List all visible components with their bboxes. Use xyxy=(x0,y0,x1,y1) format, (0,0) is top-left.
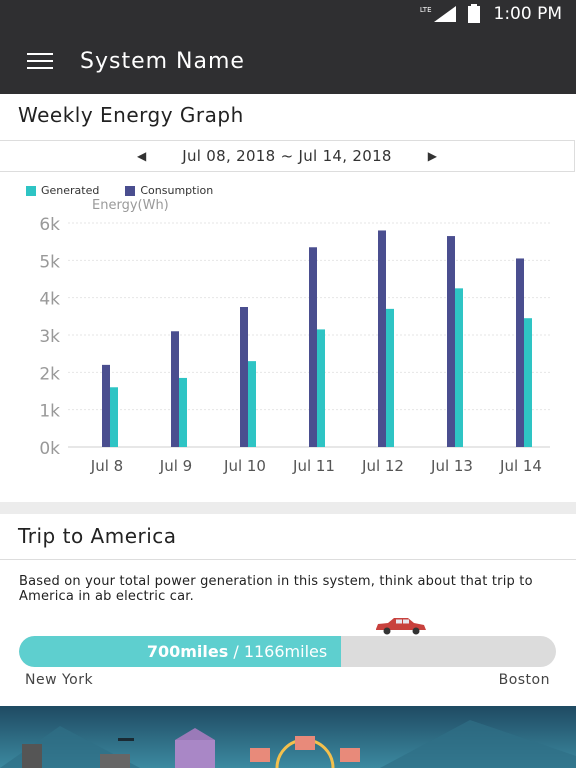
trip-description: Based on your total power generation in … xyxy=(19,574,533,604)
generated-bar xyxy=(386,308,394,447)
x-tick-label: Jul 12 xyxy=(361,457,404,475)
date-range: Jul 08, 2018 ~ Jul 14, 2018 xyxy=(182,147,392,165)
generated-bar xyxy=(455,288,463,447)
y-tick-label: 1k xyxy=(39,402,60,422)
battery-icon xyxy=(467,4,480,23)
y-tick-label: 6k xyxy=(39,215,60,235)
menu-button[interactable] xyxy=(0,28,80,94)
destination-city: Boston xyxy=(498,672,550,688)
consumption-bar xyxy=(309,247,317,447)
y-tick-label: 0k xyxy=(39,439,60,459)
generated-bar xyxy=(524,318,532,447)
progress-total: 1166miles xyxy=(243,642,328,661)
app-bar: System Name xyxy=(0,28,576,94)
x-tick-label: Jul 14 xyxy=(499,457,542,475)
legend-generated-swatch xyxy=(26,185,36,196)
clock: 1:00 PM xyxy=(493,4,563,24)
energy-bar-chart: Energy(Wh) 0k 1k 2k 3k 4k 5k 6k Jul 8 Jul 9 Jul 10… xyxy=(39,198,550,475)
app-title: System Name xyxy=(80,48,245,74)
date-navigator: ◀ Jul 08, 2018 ~ Jul 14, 2018 ▶ xyxy=(0,140,575,172)
generated-bar xyxy=(317,329,325,447)
legend-generated-label: Generated xyxy=(41,184,100,197)
car-icon xyxy=(376,618,426,635)
consumption-bar xyxy=(171,331,179,447)
x-tick-label: Jul 13 xyxy=(430,457,473,475)
x-tick-label: Jul 8 xyxy=(90,457,123,475)
progress-current: 700miles xyxy=(146,642,229,661)
card-divider xyxy=(0,502,576,514)
energy-card: Weekly Energy Graph ◀ Jul 08, 2018 ~ Jul… xyxy=(0,94,576,502)
consumption-bar xyxy=(378,230,386,447)
chart-legend: Generated Consumption xyxy=(26,184,239,197)
y-axis-label: Energy(Wh) xyxy=(92,198,169,213)
x-tick-label: Jul 9 xyxy=(159,457,192,475)
lte-label: LTE xyxy=(419,6,432,14)
hamburger-icon xyxy=(27,53,53,69)
legend-consumption-label: Consumption xyxy=(140,184,214,197)
generated-bar xyxy=(248,361,256,447)
consumption-bar xyxy=(516,258,524,447)
trip-card: Trip to America Based on your total powe… xyxy=(0,514,576,706)
y-tick-label: 3k xyxy=(39,327,60,347)
consumption-bar xyxy=(447,236,455,447)
y-tick-label: 5k xyxy=(39,252,60,272)
x-tick-label: Jul 10 xyxy=(223,457,266,475)
y-tick-label: 4k xyxy=(39,290,60,310)
trip-card-title: Trip to America xyxy=(18,524,177,548)
legend-consumption-swatch xyxy=(125,185,136,196)
y-tick-label: 2k xyxy=(39,364,60,384)
trip-card-separator xyxy=(0,559,576,560)
legend-generated: Generated xyxy=(26,184,99,197)
x-tick-label: Jul 11 xyxy=(292,457,335,475)
next-week-icon[interactable]: ▶ xyxy=(427,149,437,163)
signal-icon xyxy=(433,6,456,22)
generated-bar xyxy=(179,377,187,447)
status-bar: LTE 1:00 PM xyxy=(0,0,576,28)
energy-card-title: Weekly Energy Graph xyxy=(18,103,244,127)
progress-separator: / xyxy=(228,642,244,661)
generated-bar xyxy=(110,387,118,447)
consumption-bar xyxy=(240,307,248,447)
legend-consumption: Consumption xyxy=(125,184,213,197)
trip-progress-label: 700miles / 1166miles xyxy=(147,636,341,667)
prev-week-icon[interactable]: ◀ xyxy=(137,149,147,163)
city-illustration xyxy=(0,706,576,768)
origin-city: New York xyxy=(25,672,94,688)
trip-progress-bar: 700miles / 1166miles xyxy=(19,636,556,667)
trip-progress-fill: 700miles / 1166miles xyxy=(19,636,342,667)
consumption-bar xyxy=(102,364,110,447)
